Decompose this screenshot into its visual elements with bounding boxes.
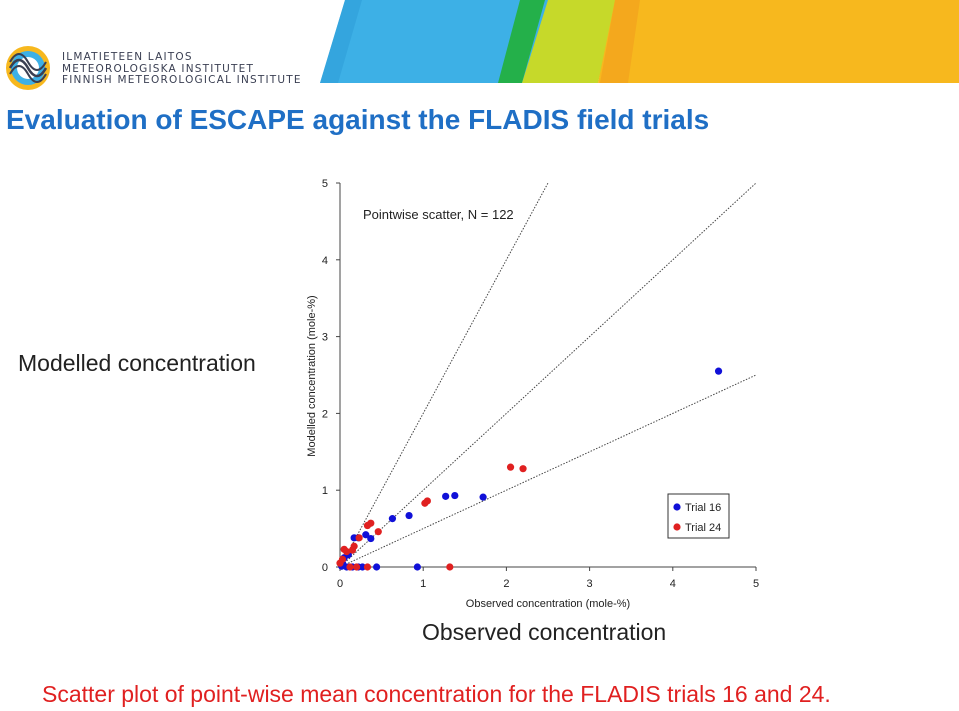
- banner-yellow-band: [598, 0, 959, 83]
- data-point: [446, 563, 454, 571]
- chart-annotation: Pointwise scatter, N = 122: [363, 207, 514, 222]
- legend-marker: [673, 503, 681, 511]
- organization-name-en: FINNISH METEOROLOGICAL INSTITUTE: [62, 74, 302, 86]
- y-tick-label: 4: [322, 255, 328, 267]
- fmi-logo: [6, 46, 50, 90]
- modelled-concentration-label: Modelled concentration: [18, 350, 256, 376]
- banner-lime-band: [522, 0, 618, 83]
- data-point: [374, 528, 382, 536]
- series-trial-24: [336, 463, 527, 571]
- x-tick-label: 4: [670, 578, 676, 590]
- organization-name-fi: ILMATIETEEN LAITOS: [62, 51, 193, 63]
- reference-line: [339, 374, 757, 568]
- data-point: [346, 563, 354, 571]
- data-point: [421, 499, 429, 507]
- banner-green-band: [498, 0, 545, 83]
- y-tick-label: 5: [322, 178, 328, 190]
- axis-ticks: 0 1 2 3 4 5 0 1 2 3 4 5: [322, 178, 759, 590]
- data-point: [405, 511, 413, 520]
- slide-caption: Scatter plot of point-wise mean concentr…: [42, 681, 831, 707]
- y-tick-label: 0: [322, 562, 328, 574]
- x-tick-label: 3: [587, 578, 593, 590]
- data-point: [388, 515, 397, 523]
- reference-lines: [339, 182, 757, 568]
- legend-label: Trial 16: [685, 502, 721, 514]
- chart-axes: [339, 183, 756, 568]
- data-point: [519, 465, 527, 473]
- reference-line: [339, 182, 549, 568]
- data-point: [363, 521, 372, 530]
- reference-line: [339, 182, 757, 568]
- x-tick-label: 2: [503, 578, 509, 590]
- data-point: [358, 563, 367, 571]
- data-point: [367, 534, 375, 543]
- data-points: [336, 367, 723, 571]
- observed-concentration-label: Observed concentration: [422, 619, 667, 645]
- data-point: [340, 545, 348, 553]
- data-point: [451, 491, 459, 500]
- data-point: [442, 492, 450, 500]
- x-tick-label: 0: [337, 578, 343, 590]
- y-axis-label: Modelled concentration (mole-%): [306, 295, 318, 456]
- data-point: [413, 563, 421, 571]
- data-point: [350, 534, 358, 542]
- data-point: [353, 563, 361, 571]
- x-tick-label: 5: [753, 578, 759, 590]
- data-point: [355, 534, 363, 542]
- y-tick-label: 2: [322, 408, 328, 420]
- legend-box: [667, 493, 730, 539]
- legend-marker: [673, 523, 681, 531]
- x-tick-label: 1: [420, 578, 426, 590]
- data-point: [373, 563, 381, 571]
- series-trial-16: [338, 367, 723, 571]
- chart-legend: Trial 16 Trial 24: [667, 493, 730, 539]
- organization-name-sv: METEOROLOGISKA INSTITUTET: [62, 62, 255, 75]
- x-axis-label: Observed concentration (mole-%): [466, 598, 630, 610]
- data-point: [363, 563, 372, 571]
- data-point: [336, 559, 344, 567]
- legend-label: Trial 24: [685, 522, 721, 534]
- organization-name: ILMATIETEEN LAITOS METEOROLOGISKA INSTIT…: [62, 51, 302, 87]
- data-point: [714, 367, 723, 375]
- y-tick-label: 1: [322, 485, 328, 497]
- banner-orange-accent: [600, 0, 640, 83]
- header-banner: [320, 0, 959, 83]
- y-tick-label: 3: [322, 332, 328, 344]
- banner-blue-accent: [320, 0, 362, 83]
- data-point: [348, 546, 357, 554]
- data-point: [479, 493, 487, 501]
- data-point: [506, 463, 515, 471]
- data-point: [362, 531, 370, 539]
- slide-title: Evaluation of ESCAPE against the FLADIS …: [6, 104, 710, 135]
